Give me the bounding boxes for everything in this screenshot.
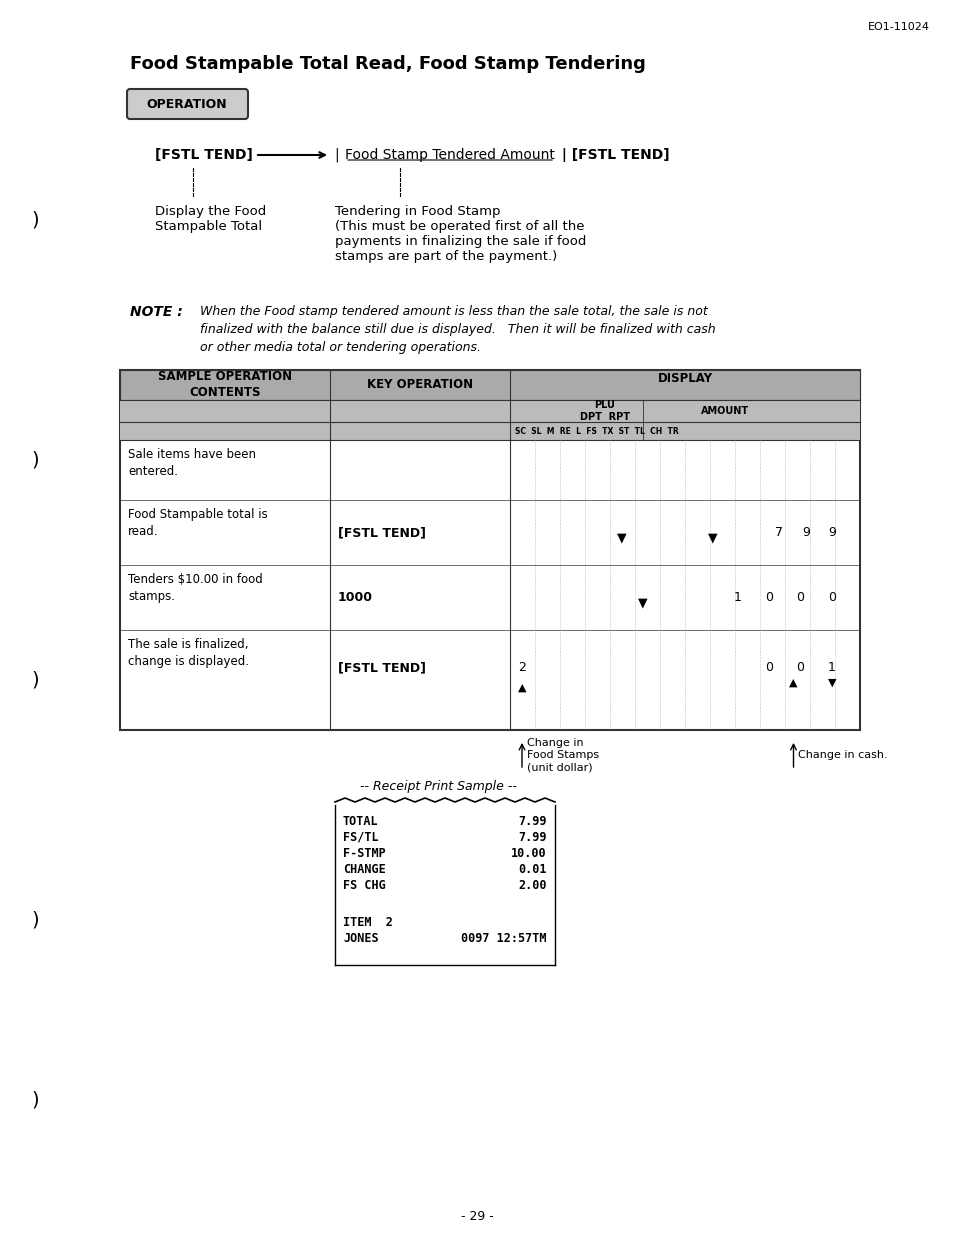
Text: 2.00: 2.00 bbox=[518, 879, 546, 892]
Text: Sale items have been
entered.: Sale items have been entered. bbox=[128, 448, 255, 478]
Text: 0097 12:57TM: 0097 12:57TM bbox=[461, 932, 546, 944]
Text: The sale is finalized,
change is displayed.: The sale is finalized, change is display… bbox=[128, 638, 249, 668]
Text: [FSTL TEND]: [FSTL TEND] bbox=[337, 526, 426, 539]
Text: JONES: JONES bbox=[343, 932, 378, 944]
Text: ): ) bbox=[31, 670, 39, 690]
Text: ): ) bbox=[31, 1091, 39, 1109]
Text: 2: 2 bbox=[517, 661, 525, 674]
Text: 10.00: 10.00 bbox=[511, 848, 546, 860]
Text: [FSTL TEND]: [FSTL TEND] bbox=[337, 661, 426, 674]
Text: ITEM  2: ITEM 2 bbox=[343, 916, 393, 930]
Text: 0: 0 bbox=[796, 661, 803, 674]
Bar bbox=[120, 370, 859, 400]
Text: 0.01: 0.01 bbox=[518, 862, 546, 876]
Text: ): ) bbox=[31, 911, 39, 930]
Text: ): ) bbox=[31, 211, 39, 230]
Text: DISPLAY: DISPLAY bbox=[657, 371, 712, 385]
Text: ▼: ▼ bbox=[617, 531, 626, 544]
Text: 1: 1 bbox=[827, 661, 835, 674]
Text: 0: 0 bbox=[827, 591, 835, 604]
Text: -- Receipt Print Sample --: -- Receipt Print Sample -- bbox=[359, 781, 517, 793]
Text: F-STMP: F-STMP bbox=[343, 848, 385, 860]
Text: 0: 0 bbox=[764, 661, 772, 674]
Text: FS/TL: FS/TL bbox=[343, 831, 378, 844]
Text: Display the Food: Display the Food bbox=[154, 205, 266, 218]
Text: Food Stampable Total Read, Food Stamp Tendering: Food Stampable Total Read, Food Stamp Te… bbox=[130, 55, 645, 73]
Text: KEY OPERATION: KEY OPERATION bbox=[367, 379, 473, 391]
Text: SC  SL  M  RE  L  FS  TX  ST  TL  CH  TR: SC SL M RE L FS TX ST TL CH TR bbox=[515, 427, 678, 436]
Text: FS CHG: FS CHG bbox=[343, 879, 385, 892]
Bar bbox=[120, 400, 859, 441]
Text: EO1-11024: EO1-11024 bbox=[867, 22, 929, 32]
Text: NOTE :: NOTE : bbox=[130, 305, 183, 319]
Text: TOTAL: TOTAL bbox=[343, 815, 378, 828]
Text: ▼: ▼ bbox=[638, 596, 647, 609]
Text: 7.99: 7.99 bbox=[518, 815, 546, 828]
Text: - 29 -: - 29 - bbox=[460, 1210, 493, 1222]
FancyBboxPatch shape bbox=[127, 89, 248, 119]
Text: 7: 7 bbox=[775, 526, 782, 539]
Text: | [FSTL TEND]: | [FSTL TEND] bbox=[557, 148, 669, 163]
Text: Food Stamp Tendered Amount: Food Stamp Tendered Amount bbox=[345, 148, 555, 163]
Text: ▼: ▼ bbox=[827, 678, 836, 688]
Text: Tenders $10.00 in food
stamps.: Tenders $10.00 in food stamps. bbox=[128, 573, 262, 603]
Text: 7.99: 7.99 bbox=[518, 831, 546, 844]
Text: When the Food stamp tendered amount is less than the sale total, the sale is not: When the Food stamp tendered amount is l… bbox=[200, 305, 715, 354]
Text: Stampable Total: Stampable Total bbox=[154, 220, 262, 233]
Text: OPERATION: OPERATION bbox=[147, 98, 227, 110]
Text: PLU
DPT  RPT: PLU DPT RPT bbox=[579, 400, 629, 422]
Text: [FSTL TEND]: [FSTL TEND] bbox=[154, 148, 253, 163]
Text: ): ) bbox=[31, 450, 39, 469]
Text: Change in cash.: Change in cash. bbox=[798, 750, 887, 759]
Text: 9: 9 bbox=[801, 526, 809, 539]
Text: Tendering in Food Stamp: Tendering in Food Stamp bbox=[335, 205, 500, 218]
Bar bbox=[120, 370, 859, 730]
Text: SAMPLE OPERATION
CONTENTS: SAMPLE OPERATION CONTENTS bbox=[158, 371, 292, 400]
Text: Change in
Food Stamps
(unit dollar): Change in Food Stamps (unit dollar) bbox=[526, 737, 598, 772]
Text: stamps are part of the payment.): stamps are part of the payment.) bbox=[335, 249, 557, 263]
Text: ▲: ▲ bbox=[517, 683, 526, 692]
Text: Food Stampable total is
read.: Food Stampable total is read. bbox=[128, 508, 268, 539]
Text: payments in finalizing the sale if food: payments in finalizing the sale if food bbox=[335, 235, 586, 248]
Text: |: | bbox=[335, 148, 344, 163]
Text: ▲: ▲ bbox=[788, 678, 797, 688]
Text: ▼: ▼ bbox=[707, 531, 717, 544]
Text: CHANGE: CHANGE bbox=[343, 862, 385, 876]
Text: AMOUNT: AMOUNT bbox=[700, 406, 748, 416]
Text: 0: 0 bbox=[764, 591, 772, 604]
Text: (This must be operated first of all the: (This must be operated first of all the bbox=[335, 220, 584, 233]
Text: 1: 1 bbox=[733, 591, 740, 604]
Text: 1000: 1000 bbox=[337, 591, 373, 604]
Text: 0: 0 bbox=[796, 591, 803, 604]
Text: 9: 9 bbox=[827, 526, 835, 539]
